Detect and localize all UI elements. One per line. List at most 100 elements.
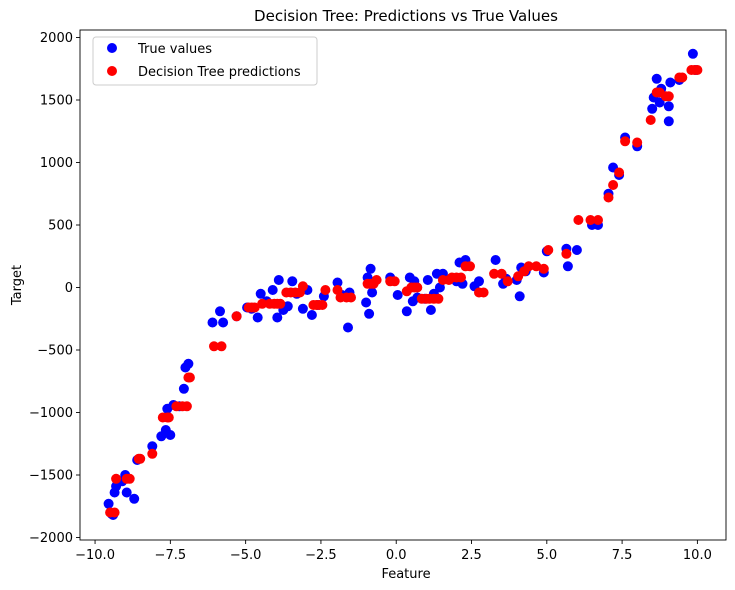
y-tick-label: 0 [65, 281, 73, 296]
data-point [364, 308, 375, 319]
data-point [593, 215, 603, 225]
data-point [135, 453, 146, 464]
legend-marker-predictions [107, 66, 117, 76]
plot-frame [79, 29, 727, 541]
data-point [514, 291, 525, 302]
y-axis-label: Target [10, 265, 25, 306]
y-tick-label: −1500 [29, 469, 73, 484]
data-point [252, 312, 263, 323]
y-tick-label: −1000 [29, 406, 73, 421]
data-point [389, 276, 400, 287]
data-point [218, 317, 229, 328]
data-point [361, 297, 372, 308]
data-point [474, 276, 484, 287]
y-tick-label: 1000 [40, 156, 73, 171]
data-point [165, 430, 176, 440]
x-axis-label: Feature [381, 567, 430, 582]
data-point [231, 311, 242, 322]
data-point [147, 441, 158, 452]
data-point [249, 302, 260, 313]
data-point [647, 103, 658, 114]
data-point [216, 341, 227, 352]
data-point [692, 65, 703, 75]
data-point [434, 282, 445, 293]
x-tick-label: 2.5 [461, 548, 482, 563]
x-axis: −10.0 −7.5 −5.0 −2.5 0.0 2.5 5.0 7.5 10.0 [75, 540, 712, 563]
data-point [490, 255, 501, 265]
data-point [392, 290, 403, 300]
y-tick-label: −500 [37, 344, 73, 359]
data-point [663, 91, 674, 102]
data-point [663, 116, 674, 127]
data-point [124, 473, 135, 484]
data-point [422, 275, 433, 285]
data-point [343, 322, 353, 333]
data-point [433, 293, 444, 304]
data-point [571, 245, 582, 255]
data-point [632, 137, 643, 148]
data-point [645, 115, 656, 125]
data-point [306, 310, 317, 320]
data-point [365, 263, 376, 274]
data-point [401, 306, 412, 317]
data-point [573, 215, 584, 225]
data-point [677, 72, 688, 83]
data-point [163, 412, 174, 423]
y-tick-label: 2000 [40, 31, 73, 46]
x-tick-label: 10.0 [683, 548, 712, 563]
data-point [255, 288, 266, 299]
x-tick-label: −2.5 [305, 548, 337, 563]
x-tick-label: 5.0 [536, 548, 557, 563]
data-point [332, 277, 343, 288]
plot-area [80, 30, 726, 540]
data-point [297, 303, 308, 314]
data-point [496, 268, 507, 279]
data-point [257, 298, 268, 309]
data-point [502, 276, 513, 287]
data-point [181, 401, 192, 412]
data-point [620, 136, 631, 147]
data-point [215, 306, 225, 317]
data-point [346, 292, 356, 303]
data-point [367, 287, 378, 298]
legend-marker-true-values [107, 43, 117, 53]
data-point [562, 261, 573, 272]
data-point [412, 282, 423, 293]
data-point [147, 448, 158, 459]
data-point [103, 498, 114, 509]
data-point [129, 493, 140, 504]
data-point [465, 261, 475, 272]
data-point [287, 276, 298, 287]
data-point [178, 383, 189, 394]
data-point [654, 97, 665, 108]
data-point [665, 77, 676, 88]
data-point [456, 272, 466, 283]
data-point [272, 312, 283, 323]
legend-label-predictions: Decision Tree predictions [138, 65, 301, 80]
data-point [109, 507, 120, 518]
points-layer [103, 48, 703, 520]
data-point [478, 287, 489, 298]
data-point [608, 180, 619, 190]
data-point [489, 268, 500, 279]
data-point [317, 300, 328, 310]
data-point [332, 285, 343, 295]
data-point [207, 317, 218, 328]
data-point [267, 285, 278, 295]
data-point [275, 298, 286, 309]
data-point [297, 281, 308, 292]
data-point [111, 473, 122, 484]
data-point [320, 285, 331, 295]
data-point [523, 261, 534, 272]
data-point [183, 358, 194, 369]
data-point [425, 305, 436, 315]
data-point [561, 248, 572, 259]
x-tick-label: −7.5 [155, 548, 187, 563]
y-tick-label: −2000 [29, 531, 73, 546]
data-point [663, 101, 674, 112]
legend: True values Decision Tree predictions [92, 36, 318, 86]
legend-box [92, 36, 318, 86]
y-tick-label: 1500 [40, 94, 73, 109]
x-tick-label: −10.0 [75, 548, 115, 563]
